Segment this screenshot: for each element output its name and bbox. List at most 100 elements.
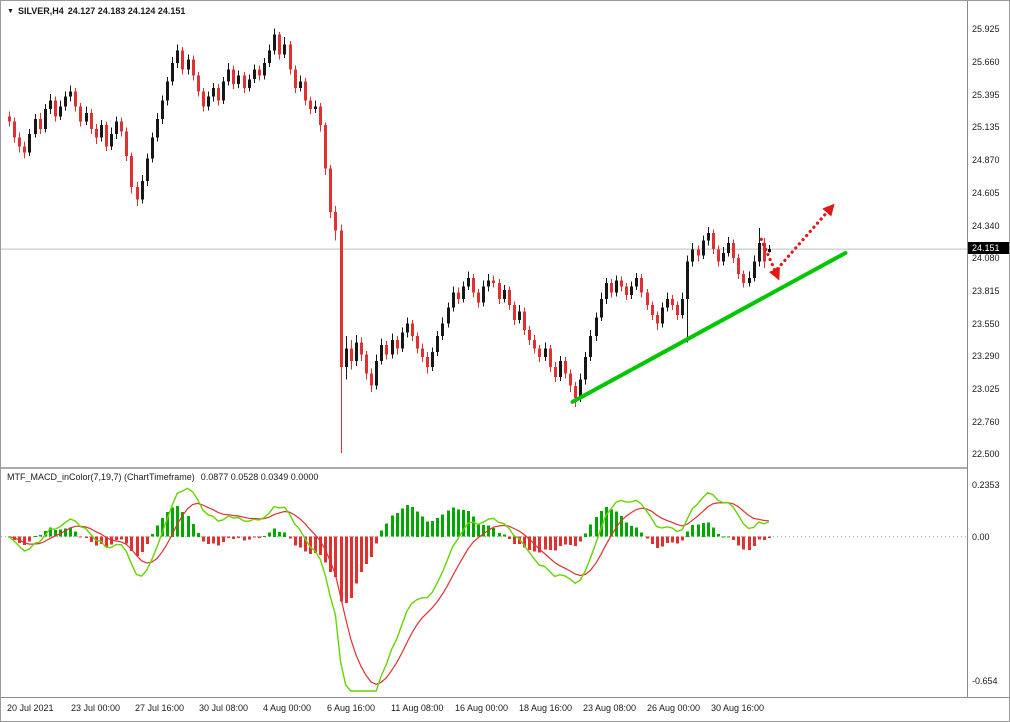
candle xyxy=(120,121,123,132)
candle xyxy=(385,344,388,355)
time-axis-label: 30 Aug 16:00 xyxy=(711,703,765,713)
candle xyxy=(666,298,669,308)
macd-histogram-bar xyxy=(574,536,577,546)
macd-histogram-bar xyxy=(722,536,725,538)
candle xyxy=(401,332,404,349)
macd-histogram-bar xyxy=(314,536,317,554)
candle xyxy=(95,128,98,138)
macd-histogram-bar xyxy=(625,522,628,537)
candle xyxy=(717,249,720,262)
candle xyxy=(748,277,751,283)
macd-histogram-bar xyxy=(120,536,123,540)
candle xyxy=(125,131,128,157)
candle xyxy=(146,158,149,181)
candle xyxy=(171,63,174,82)
macd-histogram-bar xyxy=(477,523,480,537)
candle xyxy=(615,280,618,293)
macd-histogram-bar xyxy=(406,505,409,537)
candle xyxy=(115,121,118,134)
candle xyxy=(656,315,659,324)
trend-arrow[interactable] xyxy=(759,237,780,281)
candle xyxy=(753,261,756,278)
macd-histogram-bar xyxy=(136,536,139,556)
macd-histogram-bar xyxy=(181,512,184,537)
candle xyxy=(227,69,230,82)
macd-histogram-bar xyxy=(518,536,521,545)
price-axis-label: 22.760 xyxy=(972,416,1000,427)
candle xyxy=(365,354,368,374)
macd-histogram-bar xyxy=(115,536,118,541)
candle xyxy=(197,75,200,92)
price-chart-pane[interactable] xyxy=(1,1,967,467)
price-axis[interactable]: 24.151 25.925 25.660 25.395 25.135 24.870 24.… xyxy=(967,1,1009,697)
macd-histogram-bar xyxy=(370,536,373,557)
candle xyxy=(34,119,37,134)
macd-histogram-bar xyxy=(503,534,506,537)
price-axis-label: 23.290 xyxy=(972,350,1000,361)
candle xyxy=(477,292,480,303)
price-axis-label: 25.135 xyxy=(972,122,1000,133)
macd-indicator-pane[interactable] xyxy=(1,469,967,697)
candle xyxy=(538,348,541,358)
candle xyxy=(299,81,302,88)
candle xyxy=(498,282,501,299)
price-axis-label: 24.340 xyxy=(972,220,1000,231)
macd-histogram-bar xyxy=(39,535,42,537)
macd-histogram-bar xyxy=(742,536,745,550)
macd-histogram-bar xyxy=(549,536,552,551)
candle xyxy=(686,261,689,299)
macd-histogram-bar xyxy=(74,531,77,537)
candle xyxy=(508,290,511,306)
macd-histogram-bar xyxy=(391,515,394,537)
trendline[interactable] xyxy=(570,250,848,404)
candle xyxy=(136,187,139,200)
macd-histogram-bar xyxy=(426,521,429,537)
candle xyxy=(702,240,705,256)
pane-separator[interactable] xyxy=(1,467,1009,469)
quote-expand-icon[interactable]: ▼ xyxy=(7,7,14,15)
macd-histogram-bar xyxy=(69,527,72,537)
candle xyxy=(620,280,623,287)
candle xyxy=(304,81,307,101)
macd-histogram-bar xyxy=(141,536,144,553)
candle xyxy=(324,125,327,169)
candle xyxy=(559,360,562,377)
macd-histogram-bar xyxy=(436,518,439,537)
candle xyxy=(426,357,429,368)
candle xyxy=(671,298,674,306)
candle xyxy=(59,106,62,117)
macd-histogram-bar xyxy=(294,536,297,546)
price-axis-label: 25.395 xyxy=(972,89,1000,100)
macd-histogram-bar xyxy=(309,536,312,554)
macd-histogram-bar xyxy=(28,536,31,542)
candle xyxy=(192,59,195,76)
macd-histogram-bar xyxy=(340,536,343,602)
candle xyxy=(595,317,598,337)
candle xyxy=(758,243,761,262)
candle xyxy=(441,323,444,337)
trend-arrow[interactable] xyxy=(772,203,835,275)
macd-histogram-bar xyxy=(676,536,679,544)
macd-histogram-bar xyxy=(702,523,705,537)
time-axis-label: 30 Jul 08:00 xyxy=(199,703,249,713)
candle xyxy=(151,137,154,159)
candle xyxy=(676,305,679,315)
time-axis-label: 27 Jul 16:00 xyxy=(135,703,185,713)
macd-histogram-bar xyxy=(192,523,195,537)
macd-histogram-bar xyxy=(748,536,751,550)
candle xyxy=(8,116,11,122)
macd-histogram-bar xyxy=(727,536,730,538)
macd-histogram-bar xyxy=(187,516,190,537)
macd-histogram-bar xyxy=(737,536,740,546)
candle xyxy=(554,367,557,377)
candle xyxy=(691,249,694,262)
macd-main-line xyxy=(8,487,770,692)
time-axis-label: 23 Aug 08:00 xyxy=(583,703,637,713)
time-axis[interactable]: 20 Jul 2021 23 Jul 00:00 27 Jul 16:00 30 Ju… xyxy=(1,697,1009,721)
candle xyxy=(416,336,419,349)
candle xyxy=(110,133,113,147)
macd-histogram-bar xyxy=(457,509,460,537)
candle xyxy=(375,360,378,386)
candle xyxy=(492,280,495,283)
